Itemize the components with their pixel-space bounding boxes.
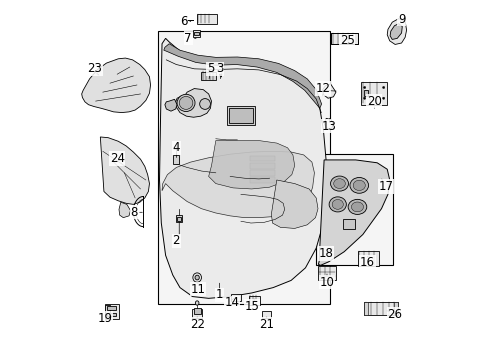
Text: 5: 5: [206, 62, 214, 75]
Text: 3: 3: [215, 62, 223, 75]
Ellipse shape: [192, 273, 201, 282]
Text: 23: 23: [87, 62, 102, 75]
Bar: [357, 251, 378, 266]
Text: 26: 26: [387, 308, 402, 321]
Ellipse shape: [328, 197, 346, 212]
Polygon shape: [119, 202, 130, 218]
Ellipse shape: [382, 97, 384, 99]
Bar: [158, 31, 329, 304]
Bar: [228, 108, 253, 123]
Ellipse shape: [352, 180, 365, 190]
Text: 16: 16: [359, 256, 374, 269]
Ellipse shape: [363, 97, 365, 99]
Text: 2: 2: [172, 234, 180, 247]
Text: 22: 22: [189, 318, 204, 331]
Text: 18: 18: [318, 247, 333, 260]
Text: 15: 15: [244, 300, 259, 313]
Bar: [318, 266, 335, 280]
Text: 19: 19: [98, 311, 113, 325]
Ellipse shape: [349, 177, 368, 193]
Text: 24: 24: [109, 152, 124, 165]
Polygon shape: [164, 99, 177, 111]
Text: 12: 12: [315, 82, 329, 95]
Bar: [105, 305, 119, 319]
Bar: [194, 32, 199, 36]
Polygon shape: [318, 160, 389, 265]
Polygon shape: [100, 137, 149, 204]
Polygon shape: [389, 24, 402, 40]
Text: 14: 14: [224, 296, 239, 309]
Polygon shape: [322, 84, 335, 98]
Text: 6: 6: [180, 15, 187, 28]
Polygon shape: [159, 39, 325, 298]
Polygon shape: [175, 89, 211, 117]
Ellipse shape: [347, 199, 366, 215]
Ellipse shape: [363, 86, 365, 89]
Bar: [248, 296, 260, 305]
Ellipse shape: [333, 179, 345, 189]
Polygon shape: [271, 180, 317, 228]
Text: 11: 11: [190, 283, 205, 296]
Bar: [192, 309, 202, 318]
Polygon shape: [162, 151, 314, 218]
Bar: [250, 177, 274, 183]
Bar: [331, 33, 358, 44]
Bar: [192, 31, 200, 37]
Polygon shape: [386, 19, 406, 44]
Ellipse shape: [177, 94, 195, 112]
Bar: [197, 14, 216, 24]
Bar: [107, 313, 116, 316]
Ellipse shape: [351, 202, 363, 212]
Bar: [201, 72, 215, 81]
Ellipse shape: [195, 275, 199, 280]
Bar: [361, 82, 386, 105]
Text: 10: 10: [319, 276, 334, 289]
Polygon shape: [208, 140, 294, 189]
Bar: [315, 154, 392, 265]
Bar: [250, 156, 274, 161]
Bar: [250, 170, 274, 176]
Text: 7: 7: [184, 32, 192, 45]
Bar: [173, 155, 179, 164]
Ellipse shape: [199, 99, 210, 109]
Polygon shape: [163, 44, 321, 108]
Bar: [107, 306, 116, 310]
Ellipse shape: [330, 176, 348, 191]
Bar: [193, 308, 201, 314]
Text: 4: 4: [172, 141, 180, 154]
Bar: [105, 305, 109, 315]
Bar: [363, 302, 367, 315]
Bar: [363, 90, 367, 96]
Text: 9: 9: [397, 13, 405, 26]
Text: 8: 8: [130, 206, 138, 219]
Polygon shape: [324, 118, 333, 129]
Text: 13: 13: [322, 120, 336, 133]
Bar: [331, 33, 358, 44]
Polygon shape: [343, 219, 354, 229]
Bar: [230, 294, 240, 301]
Bar: [177, 217, 181, 221]
Ellipse shape: [331, 199, 343, 209]
Text: 20: 20: [366, 95, 381, 108]
Polygon shape: [81, 58, 150, 113]
Ellipse shape: [195, 301, 199, 305]
Text: 25: 25: [339, 34, 354, 48]
Bar: [226, 105, 254, 125]
Bar: [250, 163, 274, 168]
Ellipse shape: [382, 86, 384, 89]
Bar: [262, 311, 270, 319]
Bar: [393, 302, 397, 315]
Text: 1: 1: [215, 288, 223, 301]
Bar: [176, 215, 182, 222]
Text: 17: 17: [378, 180, 393, 193]
Bar: [363, 302, 397, 315]
Ellipse shape: [179, 96, 192, 109]
Text: 21: 21: [259, 318, 274, 331]
